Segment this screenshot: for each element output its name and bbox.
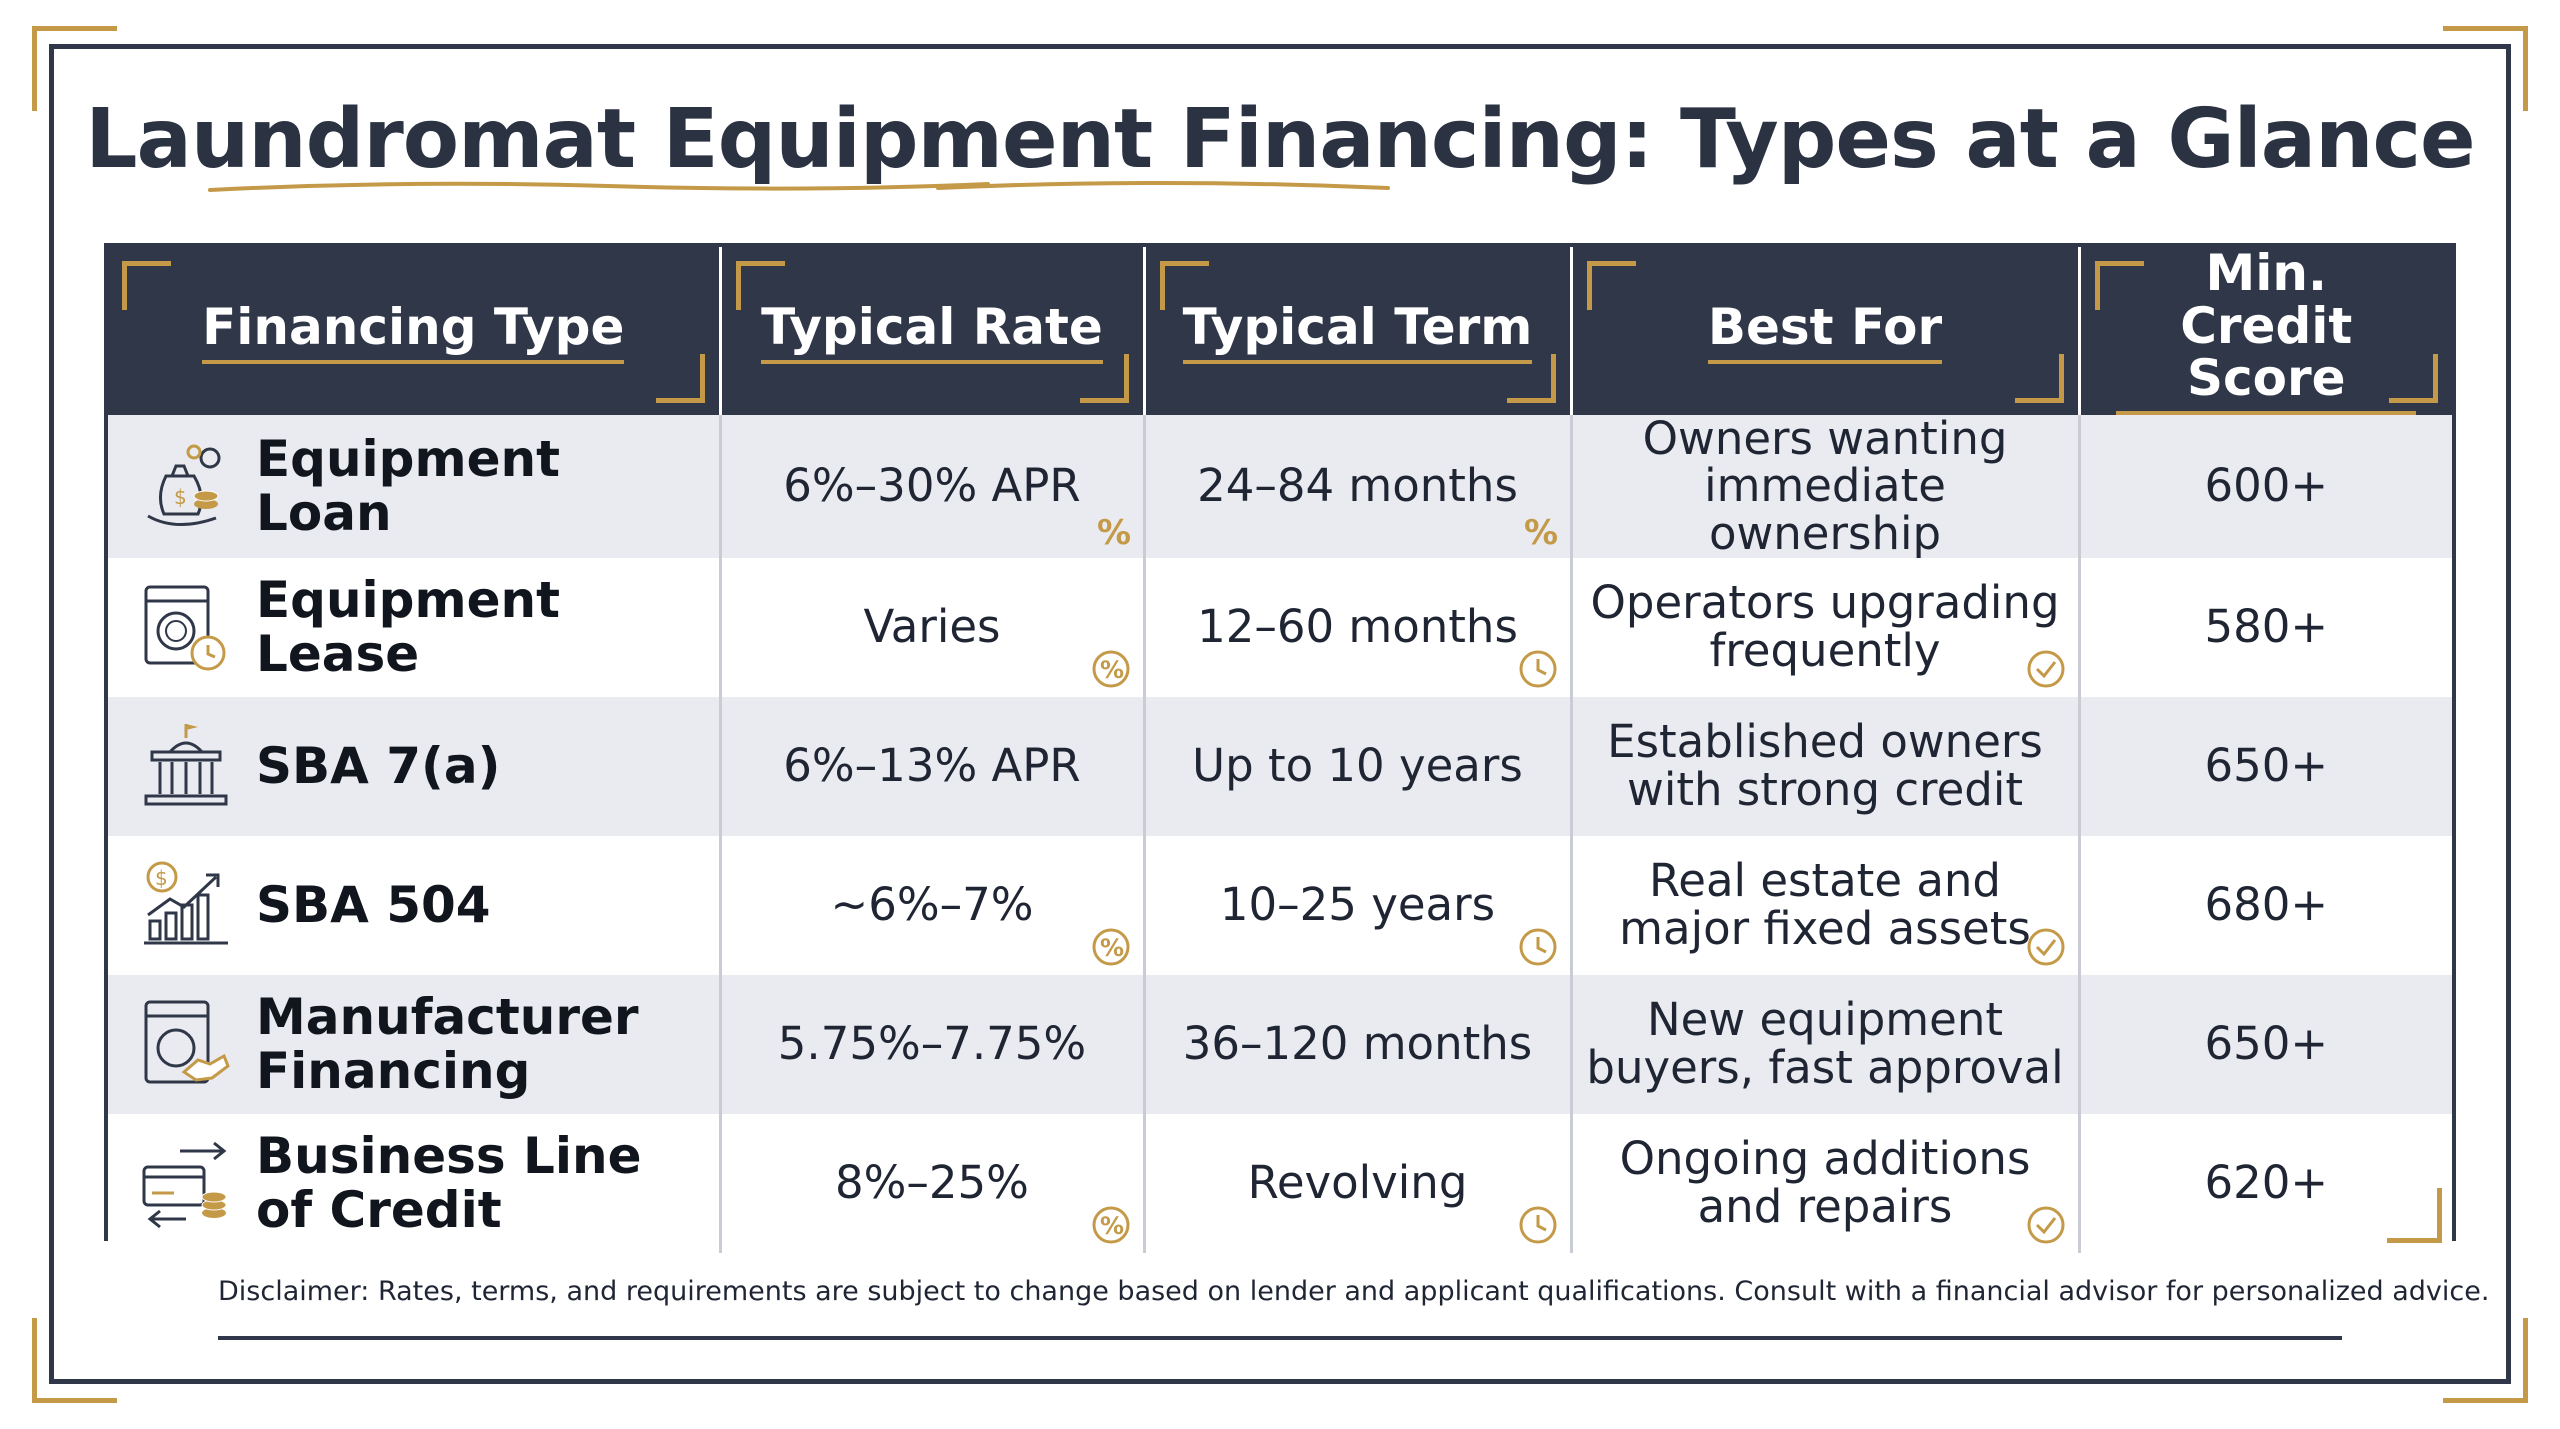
percent-icon: % (1091, 510, 1131, 553)
financing-type-name: Equipment Loan (256, 430, 560, 543)
financing-type-name: SBA 504 (256, 876, 491, 935)
header-typical-rate: Typical Rate (720, 247, 1146, 415)
header-min-credit-score: Min. Credit Score (2079, 247, 2452, 415)
corner-ornament (2443, 26, 2528, 111)
cell-min-credit-score: 680+ (2079, 835, 2452, 975)
cell-best-for: Ongoing additions and repairs (1571, 1113, 2081, 1253)
disclaimer: Disclaimer: Rates, terms, and requiremen… (218, 1276, 2490, 1307)
credit-card-exchange-icon (136, 1133, 236, 1233)
washer-handshake-icon (136, 994, 236, 1094)
cell-min-credit-score: 650+ (2079, 696, 2452, 836)
financing-type-name: SBA 7(a) (256, 737, 501, 796)
table-row: Business Line of Credit 8%–25%% Revolvin… (108, 1113, 2452, 1253)
clock-icon (1518, 927, 1558, 967)
cell-financing-type: Equipment Lease (108, 557, 722, 697)
cell-typical-term: Revolving (1144, 1113, 1573, 1253)
financing-type-name: Equipment Lease (256, 571, 560, 684)
percent-circle-icon: % (1091, 927, 1131, 967)
check-circle-icon (2026, 649, 2066, 689)
cell-financing-type: $ Equipment Loan (108, 414, 722, 558)
cell-best-for: Established owners with strong credit (1571, 696, 2081, 836)
cell-best-for: New equipment buyers, fast approval (1571, 974, 2081, 1114)
table-row: $ Equipment Loan 6%–30% APR% 24–84 month… (108, 414, 2452, 558)
cell-typical-term: 10–25 years (1144, 835, 1573, 975)
financing-table: Financing Type Typical Rate Typical Term… (104, 243, 2456, 1253)
growth-chart-dollar-icon: $ (136, 855, 236, 955)
check-circle-icon (2026, 927, 2066, 967)
corner-ornament (32, 26, 117, 111)
washer-clock-icon (136, 577, 236, 677)
table-row: Equipment Lease Varies% 12–60 months Ope… (108, 557, 2452, 697)
cell-min-credit-score: 650+ (2079, 974, 2452, 1114)
corner-ornament (2443, 1318, 2528, 1403)
cell-financing-type: SBA 7(a) (108, 696, 722, 836)
svg-text:%: % (1100, 934, 1124, 962)
corner-ornament (2387, 1187, 2442, 1243)
clock-icon (1518, 649, 1558, 689)
svg-text:$: $ (174, 485, 187, 509)
percent-circle-icon: % (1091, 1205, 1131, 1245)
svg-text:%: % (1097, 513, 1131, 550)
cell-financing-type: $ SBA 504 (108, 835, 722, 975)
cell-best-for: Real estate and major fixed assets (1571, 835, 2081, 975)
financing-type-name: Manufacturer Financing (256, 988, 639, 1101)
svg-text:$: $ (155, 866, 168, 890)
cell-typical-rate: 6%–13% APR (720, 696, 1146, 836)
cell-typical-term: 12–60 months (1144, 557, 1573, 697)
cell-typical-rate: 8%–25%% (720, 1113, 1146, 1253)
svg-text:%: % (1524, 513, 1558, 550)
header-typical-term: Typical Term (1144, 247, 1573, 415)
cell-min-credit-score: 580+ (2079, 557, 2452, 697)
header-financing-type: Financing Type (108, 247, 722, 415)
cell-financing-type: Manufacturer Financing (108, 974, 722, 1114)
cell-best-for: Operators upgrading frequently (1571, 557, 2081, 697)
cell-typical-term: 36–120 months (1144, 974, 1573, 1114)
table-row: $ SBA 504 ~6%–7%% 10–25 years Real estat… (108, 835, 2452, 975)
title-underline-swoosh (208, 181, 1390, 192)
cell-typical-rate: Varies% (720, 557, 1146, 697)
header-best-for: Best For (1571, 247, 2081, 415)
table-header-row: Financing Type Typical Rate Typical Term… (108, 247, 2452, 415)
cell-best-for: Owners wanting immediate ownership (1571, 414, 2081, 558)
svg-text:%: % (1100, 656, 1124, 684)
cell-typical-rate: ~6%–7%% (720, 835, 1146, 975)
percent-icon: % (1518, 510, 1558, 553)
percent-circle-icon: % (1091, 649, 1131, 689)
cell-min-credit-score: 600+ (2079, 414, 2452, 558)
table-row: Manufacturer Financing 5.75%–7.75% 36–12… (108, 974, 2452, 1114)
cell-min-credit-score: 620+ (2079, 1113, 2452, 1253)
money-bag-gears-icon: $ (136, 436, 236, 536)
cell-typical-term: 24–84 months% (1144, 414, 1573, 558)
svg-text:%: % (1100, 1212, 1124, 1240)
outer-frame (49, 44, 2511, 1384)
divider (218, 1336, 2342, 1340)
clock-icon (1518, 1205, 1558, 1245)
check-circle-icon (2026, 1205, 2066, 1245)
cell-typical-term: Up to 10 years (1144, 696, 1573, 836)
table-row: SBA 7(a) 6%–13% APR Up to 10 years Estab… (108, 696, 2452, 836)
page-title: Laundromat Equipment Financing: Types at… (85, 92, 2475, 187)
government-building-icon (136, 716, 236, 816)
cell-financing-type: Business Line of Credit (108, 1113, 722, 1253)
cell-typical-rate: 6%–30% APR% (720, 414, 1146, 558)
cell-typical-rate: 5.75%–7.75% (720, 974, 1146, 1114)
financing-type-name: Business Line of Credit (256, 1127, 642, 1240)
corner-ornament (32, 1318, 117, 1403)
